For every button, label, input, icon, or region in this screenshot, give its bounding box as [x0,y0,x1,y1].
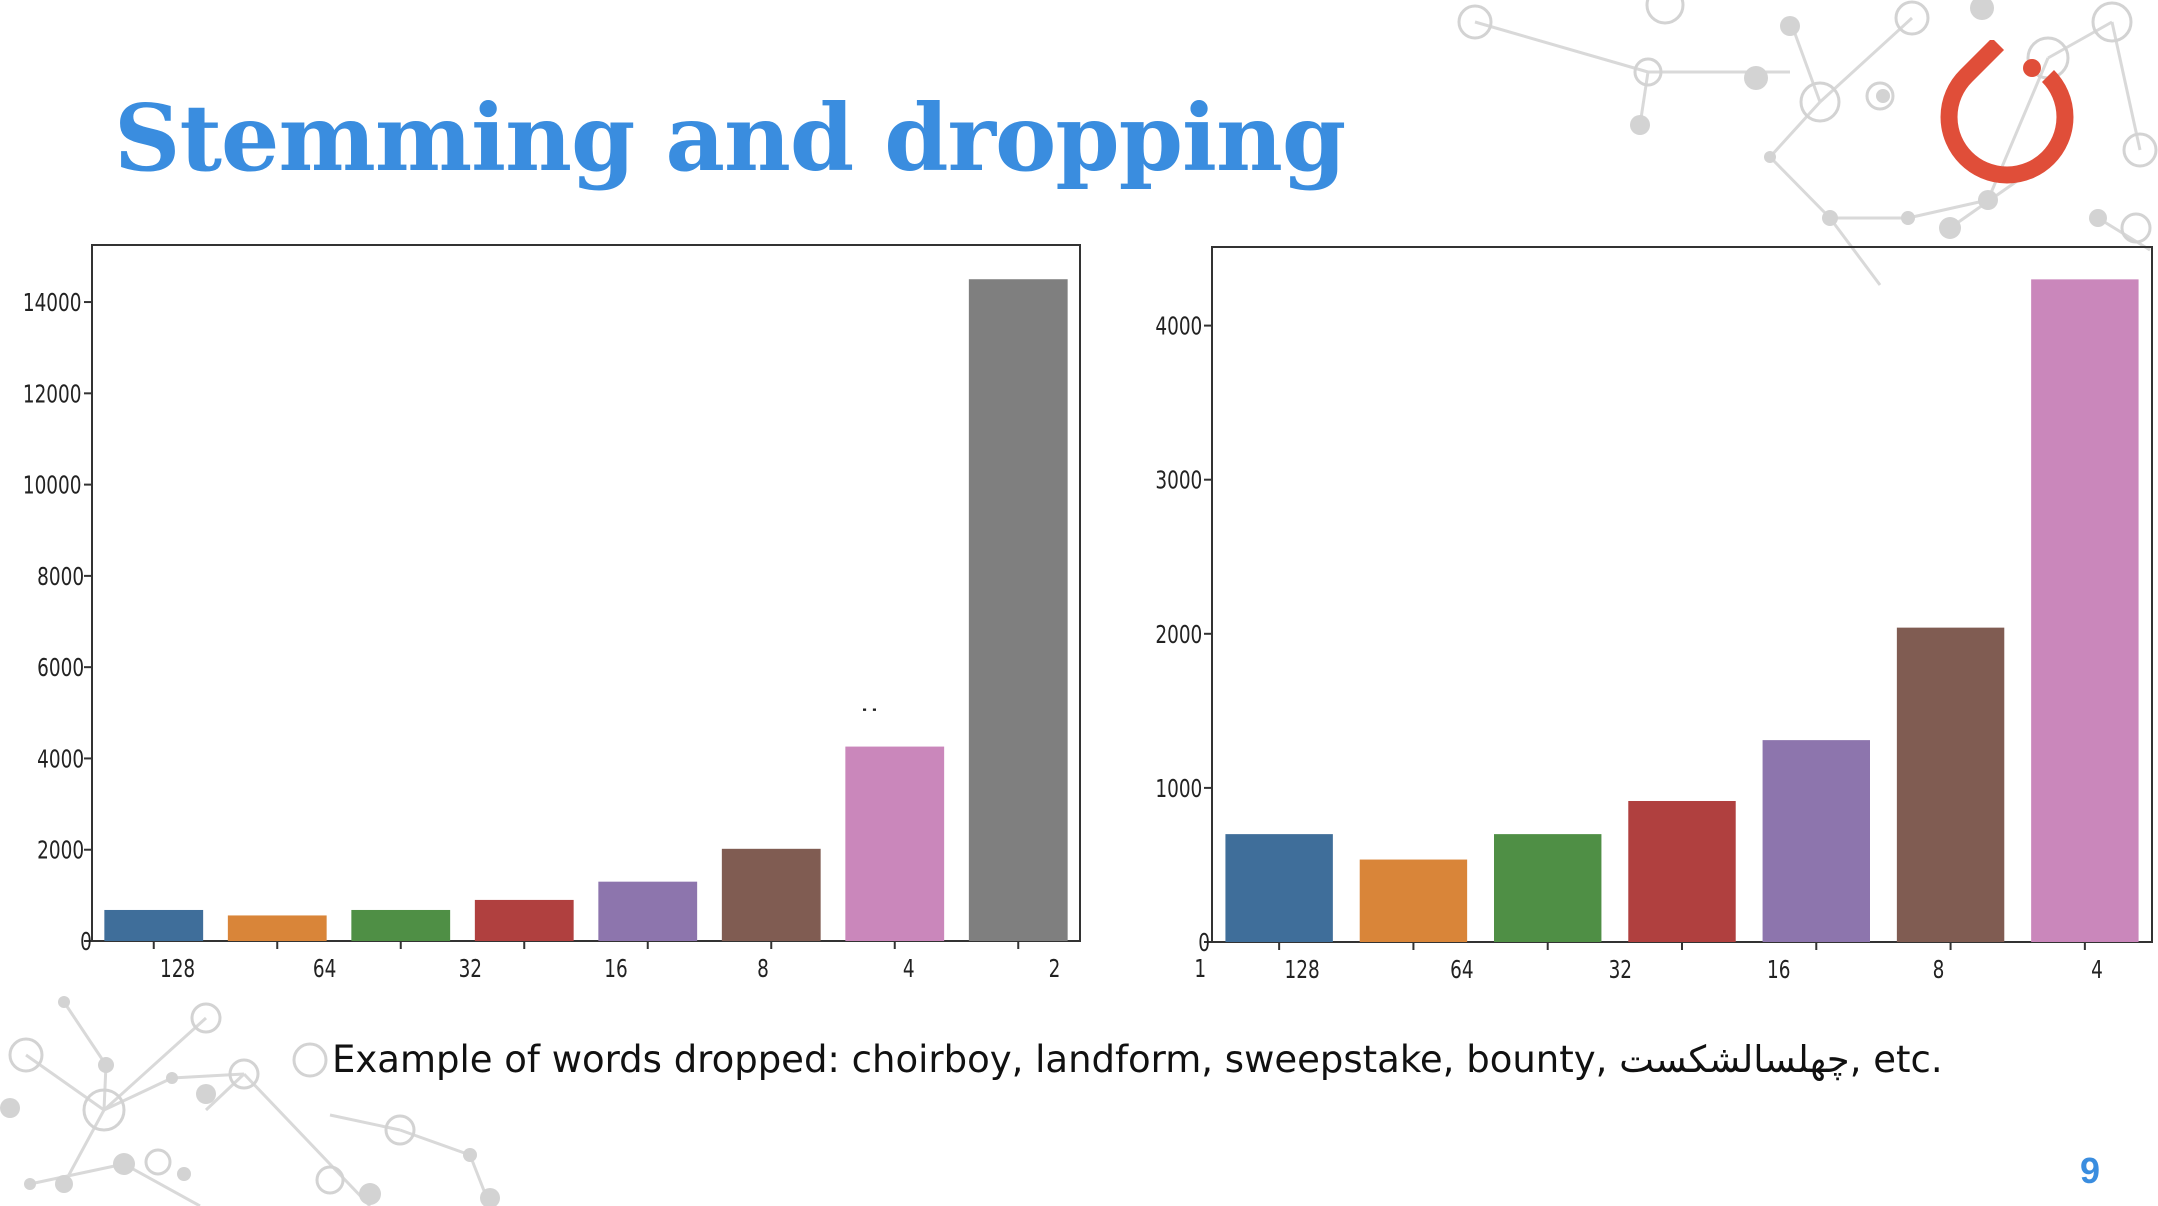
x-tick-label: 64 [1450,956,1473,984]
bar-8 [1762,740,1870,942]
bar-1 [968,279,1068,941]
y-tick-label: 2000 [1155,621,1202,649]
x-tick-label: 1 [1194,955,1206,983]
y-tick-label: 1000 [1155,775,1202,803]
chart-right-svg: 0 1000 2000 3000 4000 128 64 32 16 8 4 2: [853,246,2153,985]
x-tick-label: 16 [604,955,627,983]
page-number: 9 [2079,1150,2101,1191]
y-tick-label: 12000 [23,380,82,408]
x-tick-label: 16 [1767,956,1790,984]
y-tick-label: 0 [80,928,92,956]
y-tick-label: 4000 [1155,313,1202,341]
x-tick-label: 4 [2091,956,2103,984]
bar-4 [1896,627,2005,942]
y-tick-label: 4000 [37,746,84,774]
bar-8 [598,881,698,941]
chart-left-word-frequency: 0 2000 4000 6000 8000 10000 12000 14000 128 64 32 1… [0,235,1206,995]
chart-right-word-frequency: 0 1000 2000 3000 4000 128 64 32 16 8 4 2: [853,235,2158,995]
bar-128 [104,909,204,941]
bar-128 [1225,834,1333,942]
bar-64 [1359,859,1468,942]
caption-dropped-words: Example of words dropped: choirboy, land… [332,1038,1943,1081]
bar-32 [351,909,451,941]
x-tick-label: 128 [1285,956,1320,984]
y-tick-label: 14000 [23,289,82,317]
y-tick-label: 2000 [37,837,84,865]
y-tick-label: 10000 [23,472,82,500]
y-tick-label: 6000 [37,654,84,682]
bar-2 [845,746,945,941]
bar-2 [2031,279,2139,942]
slide-title: Stemming and dropping [114,84,1346,192]
bar-16 [1628,800,1736,942]
bar-16 [474,899,574,941]
x-tick-label: 8 [757,955,769,983]
y-tick-label: 3000 [1155,467,1202,495]
x-tick-label: 4 [903,955,915,983]
x-tick-label: 8 [1933,956,1945,984]
x-tick-label: 32 [1609,956,1632,984]
y-tick-label: 0 [1198,929,1210,957]
plot-area-frame [91,244,1081,942]
x-tick-label: 128 [160,955,195,983]
x-tick-label: 64 [313,955,336,983]
y-tick-label: 8000 [37,563,84,591]
bar-64 [227,915,327,941]
y-axis-label: : [853,706,882,714]
bar-4 [721,848,821,941]
x-tick-label: 32 [459,955,482,983]
bar-32 [1494,834,1602,942]
x-tick-label: 2 [1049,955,1061,983]
pytorch-logo-icon [1940,40,2074,184]
